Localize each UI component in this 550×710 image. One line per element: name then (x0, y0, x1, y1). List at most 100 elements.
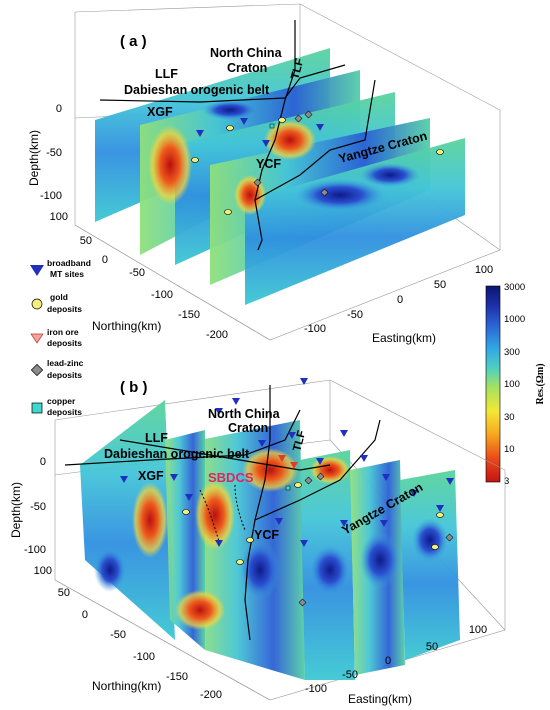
mt-site-marker (240, 118, 248, 125)
colorbar-tick: 1000 (504, 314, 525, 325)
mt-site-marker (120, 476, 128, 483)
panel-a-easting-tick: 100 (475, 264, 493, 276)
panel-a-depth-tick: 0 (56, 103, 62, 115)
panel-b-easting-axis-label: Easting(km) (348, 692, 412, 706)
lead-zinc-deposit-marker (253, 178, 262, 187)
panel-b-northing-axis-label: Northing(km) (92, 679, 161, 693)
panel-a-easting-tick: 50 (434, 279, 446, 291)
gold-deposit-marker (278, 117, 286, 123)
gold-deposit-marker (191, 157, 199, 163)
conductor-b4 (310, 456, 350, 484)
lead-zinc-deposit-marker (294, 114, 303, 123)
panel-b-fault-lines (64, 385, 381, 641)
mt-site-marker (215, 540, 223, 547)
panel-a-fault-lines (99, 20, 376, 251)
panel-b-depth-tick: -50 (30, 501, 46, 513)
legend-label: deposits (47, 370, 82, 380)
mt-site-marker (316, 124, 324, 131)
panel-b-northing-tick: 50 (58, 587, 70, 599)
panel-b-depth-tick: -100 (24, 544, 46, 556)
iron-ore-deposit-marker (290, 462, 298, 469)
gold-deposit-marker (182, 509, 190, 515)
panel-b-depth-axis-label: Depth(km) (9, 482, 23, 538)
panel-a-northing-tick: 50 (80, 235, 92, 247)
legend-label: deposits (47, 407, 82, 417)
mt-site-marker (300, 378, 308, 385)
north-china-craton-label-2: Craton (227, 61, 267, 75)
sbdcs-label: SBDCS (208, 470, 254, 485)
resistor-a3 (202, 100, 258, 120)
resistor-b1 (240, 540, 280, 600)
panel-a-easting-tick: 0 (397, 294, 403, 306)
north-china-craton-label: North China (208, 407, 281, 421)
mt-site-marker (232, 398, 240, 405)
colorbar-tick: 30 (504, 412, 515, 423)
mt-site-marker (215, 408, 223, 415)
lead-zinc-deposit-marker (320, 188, 329, 197)
legend-label: lead-zinc (47, 358, 84, 368)
panel-b-northing-tick: -100 (133, 651, 155, 663)
resistor-b3 (360, 532, 400, 588)
lead-zinc-deposit-marker (304, 476, 313, 485)
conductor-b1 (132, 482, 168, 558)
ycf-label: YCF (256, 157, 281, 171)
legend-label: broadband (47, 258, 91, 268)
legend-label: gold (50, 292, 68, 302)
conductor-a3 (234, 175, 266, 215)
colorbar-gradient (485, 285, 501, 483)
mt-site-marker (185, 494, 193, 501)
panel-a-depth-tick: -50 (46, 147, 62, 159)
panel-a-northing-tick: -50 (129, 267, 145, 279)
gold-deposit-marker (436, 149, 444, 155)
panel-b: ( b ) North China Craton LLF TLF Dabiesh… (9, 378, 506, 706)
xgf-label: XGF (147, 105, 173, 119)
mt-site-marker (410, 490, 418, 497)
marker-legend: broadband MT sites gold deposits iron or… (30, 258, 91, 417)
xgf-label: XGF (138, 469, 164, 483)
conductor-b3 (242, 448, 298, 492)
panel-a-resistivity-slices (95, 48, 465, 305)
cyan-square-icon (31, 402, 43, 414)
conductor-a1 (148, 125, 192, 205)
panel-b-easting-tick: 0 (385, 655, 391, 667)
panel-a-depth-tick: -100 (40, 190, 62, 202)
panel-a-label: ( a ) (120, 33, 147, 50)
mt-site-marker (340, 430, 348, 437)
gold-deposit-marker (236, 559, 244, 565)
ycf-label: YCF (254, 528, 279, 542)
resistor-b4 (412, 518, 448, 562)
gold-deposit-marker (224, 209, 232, 215)
resistor-b5 (94, 548, 126, 592)
copper-deposit-marker (285, 485, 291, 491)
resistivity-colorbar: 3000 1000 300 100 30 10 3 Res.(Ωm) (485, 282, 546, 487)
panel-b-deposit-markers (120, 378, 454, 607)
gold-deposit-marker (294, 482, 302, 488)
panel-b-easting-tick: 50 (426, 641, 438, 653)
slice-b5 (400, 470, 460, 660)
panel-a-northing-tick: -200 (206, 329, 228, 341)
panel-a-easting-tick: -100 (304, 323, 326, 335)
panel-b-label: ( b ) (120, 379, 148, 396)
panel-b-resistivity-slices (80, 400, 460, 680)
resistor-a1 (295, 179, 385, 211)
mt-site-marker (360, 455, 368, 462)
panel-a-northing-tick: 100 (50, 211, 68, 223)
gray-diamond-icon (30, 363, 44, 377)
mt-site-marker (275, 518, 283, 525)
panel-b-northing-tick: -50 (110, 629, 126, 641)
mt-site-marker (288, 432, 296, 439)
panel-a-northing-tick: 0 (102, 254, 108, 266)
colorbar-tick: 100 (504, 379, 520, 390)
mt-site-marker (316, 458, 324, 465)
red-triangle-icon (30, 333, 44, 344)
tlf-label: TLF (289, 57, 306, 80)
mt-site-marker (436, 505, 444, 512)
panel-a: ( a ) North China Craton LLF TLF Dabiesh… (27, 3, 501, 345)
panel-b-northing-tick: 0 (82, 609, 88, 621)
lead-zinc-deposit-marker (316, 472, 325, 481)
blue-triangle-icon (30, 265, 44, 276)
mt-site-marker (258, 440, 266, 447)
legend-label: MT sites (50, 269, 84, 279)
gold-deposit-marker (246, 537, 254, 543)
lead-zinc-deposit-marker (304, 110, 313, 119)
